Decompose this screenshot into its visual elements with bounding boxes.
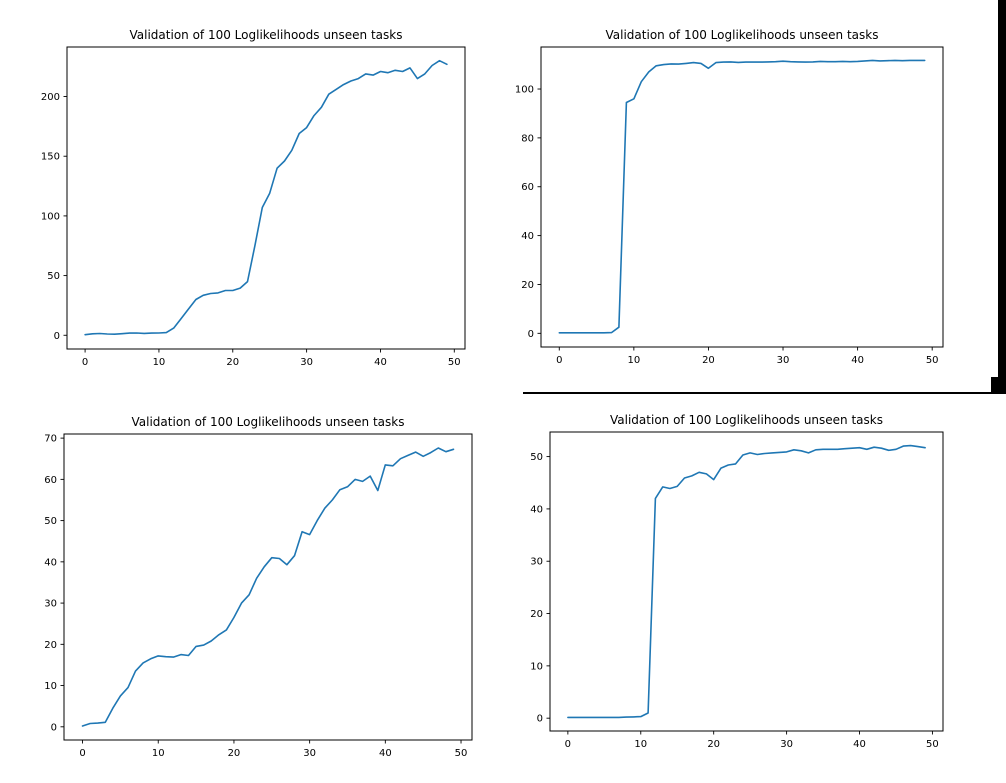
window-edge-right-bar xyxy=(998,0,1006,394)
y-axis-tick-label: 30 xyxy=(44,599,57,610)
chart-title-bottom-right: Validation of 100 Loglikelihoods unseen … xyxy=(610,413,883,427)
x-axis-tick-label: 0 xyxy=(556,355,562,366)
figure-bottom-left: Validation of 100 Loglikelihoods unseen … xyxy=(0,392,503,783)
figure-top-right: Validation of 100 Loglikelihoods unseen … xyxy=(503,0,1006,391)
x-axis-tick-label: 40 xyxy=(379,748,392,759)
x-axis-tick-label: 0 xyxy=(79,748,85,759)
x-axis-tick-label: 10 xyxy=(627,355,640,366)
x-axis-tick-label: 20 xyxy=(228,748,241,759)
x-axis-tick-label: 30 xyxy=(780,739,793,750)
y-axis-tick-label: 100 xyxy=(515,85,534,96)
x-axis-tick-label: 30 xyxy=(777,355,790,366)
y-axis-tick-label: 20 xyxy=(44,640,57,651)
x-axis-tick-label: 30 xyxy=(300,357,313,368)
y-axis-tick-label: 80 xyxy=(521,133,534,144)
y-axis-tick-label: 200 xyxy=(41,92,60,103)
x-axis-tick-label: 50 xyxy=(448,357,461,368)
y-axis-tick-label: 0 xyxy=(51,722,57,733)
window-edge-bottom-line xyxy=(523,392,1006,394)
axes-spines xyxy=(66,46,466,350)
x-axis-tick-label: 30 xyxy=(303,748,316,759)
y-axis-tick-label: 30 xyxy=(530,557,543,568)
chart-title-bottom-left: Validation of 100 Loglikelihoods unseen … xyxy=(131,415,405,429)
axes-spines xyxy=(63,433,473,741)
x-axis-tick-label: 50 xyxy=(926,355,939,366)
y-axis-tick-label: 0 xyxy=(54,331,60,342)
x-axis-tick-label: 20 xyxy=(226,357,239,368)
data-line xyxy=(558,59,926,334)
x-axis-tick-label: 0 xyxy=(82,357,88,368)
y-axis-tick-label: 40 xyxy=(44,557,57,568)
y-axis-tick-label: 150 xyxy=(41,152,60,163)
x-axis-tick-label: 10 xyxy=(634,739,647,750)
y-axis-tick-label: 40 xyxy=(530,504,543,515)
x-axis-tick-label: 50 xyxy=(926,739,939,750)
x-axis-tick-label: 10 xyxy=(153,357,166,368)
y-axis-tick-label: 0 xyxy=(537,714,543,725)
axes-spines xyxy=(549,431,944,732)
y-axis-tick-label: 70 xyxy=(44,434,57,445)
y-axis-tick-label: 40 xyxy=(521,231,534,242)
line-chart-top-left: 0 10 20 30 40 50 0 50 100 150 200 xyxy=(41,46,466,368)
y-axis-tick-label: 60 xyxy=(521,182,534,193)
y-axis-tick-label: 50 xyxy=(47,271,60,282)
y-axis-tick-label: 0 xyxy=(528,329,534,340)
x-axis-tick-label: 20 xyxy=(702,355,715,366)
y-axis-tick-label: 50 xyxy=(530,452,543,463)
y-axis-tick-label: 50 xyxy=(44,516,57,527)
figure-bottom-right: Validation of 100 Loglikelihoods unseen … xyxy=(503,392,1006,783)
x-axis-tick-label: 40 xyxy=(851,355,864,366)
figure-top-left: Validation of 100 Loglikelihoods unseen … xyxy=(0,0,503,391)
data-line xyxy=(567,444,926,719)
x-axis-tick-label: 0 xyxy=(565,739,571,750)
line-chart-bottom-left: 0 10 20 30 40 50 0 10 20 30 40 50 60 70 xyxy=(44,433,473,759)
line-chart-top-right: 0 10 20 30 40 50 0 20 40 60 80 100 xyxy=(515,46,944,366)
y-axis-tick-label: 60 xyxy=(44,475,57,486)
x-axis-tick-label: 50 xyxy=(455,748,468,759)
data-line xyxy=(81,447,455,727)
chart-title-top-right: Validation of 100 Loglikelihoods unseen … xyxy=(605,28,879,42)
y-axis-tick-label: 10 xyxy=(530,661,543,672)
y-axis-tick-label: 100 xyxy=(41,211,60,222)
x-axis-tick-label: 40 xyxy=(374,357,387,368)
window-edge-corner-block xyxy=(991,377,1006,394)
y-axis-tick-label: 10 xyxy=(44,681,57,692)
line-chart-bottom-right: 0 10 20 30 40 50 0 10 20 30 40 50 xyxy=(530,431,944,750)
chart-title-top-left: Validation of 100 Loglikelihoods unseen … xyxy=(129,28,403,42)
x-axis-tick-label: 20 xyxy=(707,739,720,750)
x-axis-tick-label: 10 xyxy=(152,748,165,759)
x-axis-tick-label: 40 xyxy=(853,739,866,750)
y-axis-tick-label: 20 xyxy=(530,609,543,620)
data-line xyxy=(84,59,448,336)
axes-spines xyxy=(540,46,944,348)
y-axis-tick-label: 20 xyxy=(521,280,534,291)
